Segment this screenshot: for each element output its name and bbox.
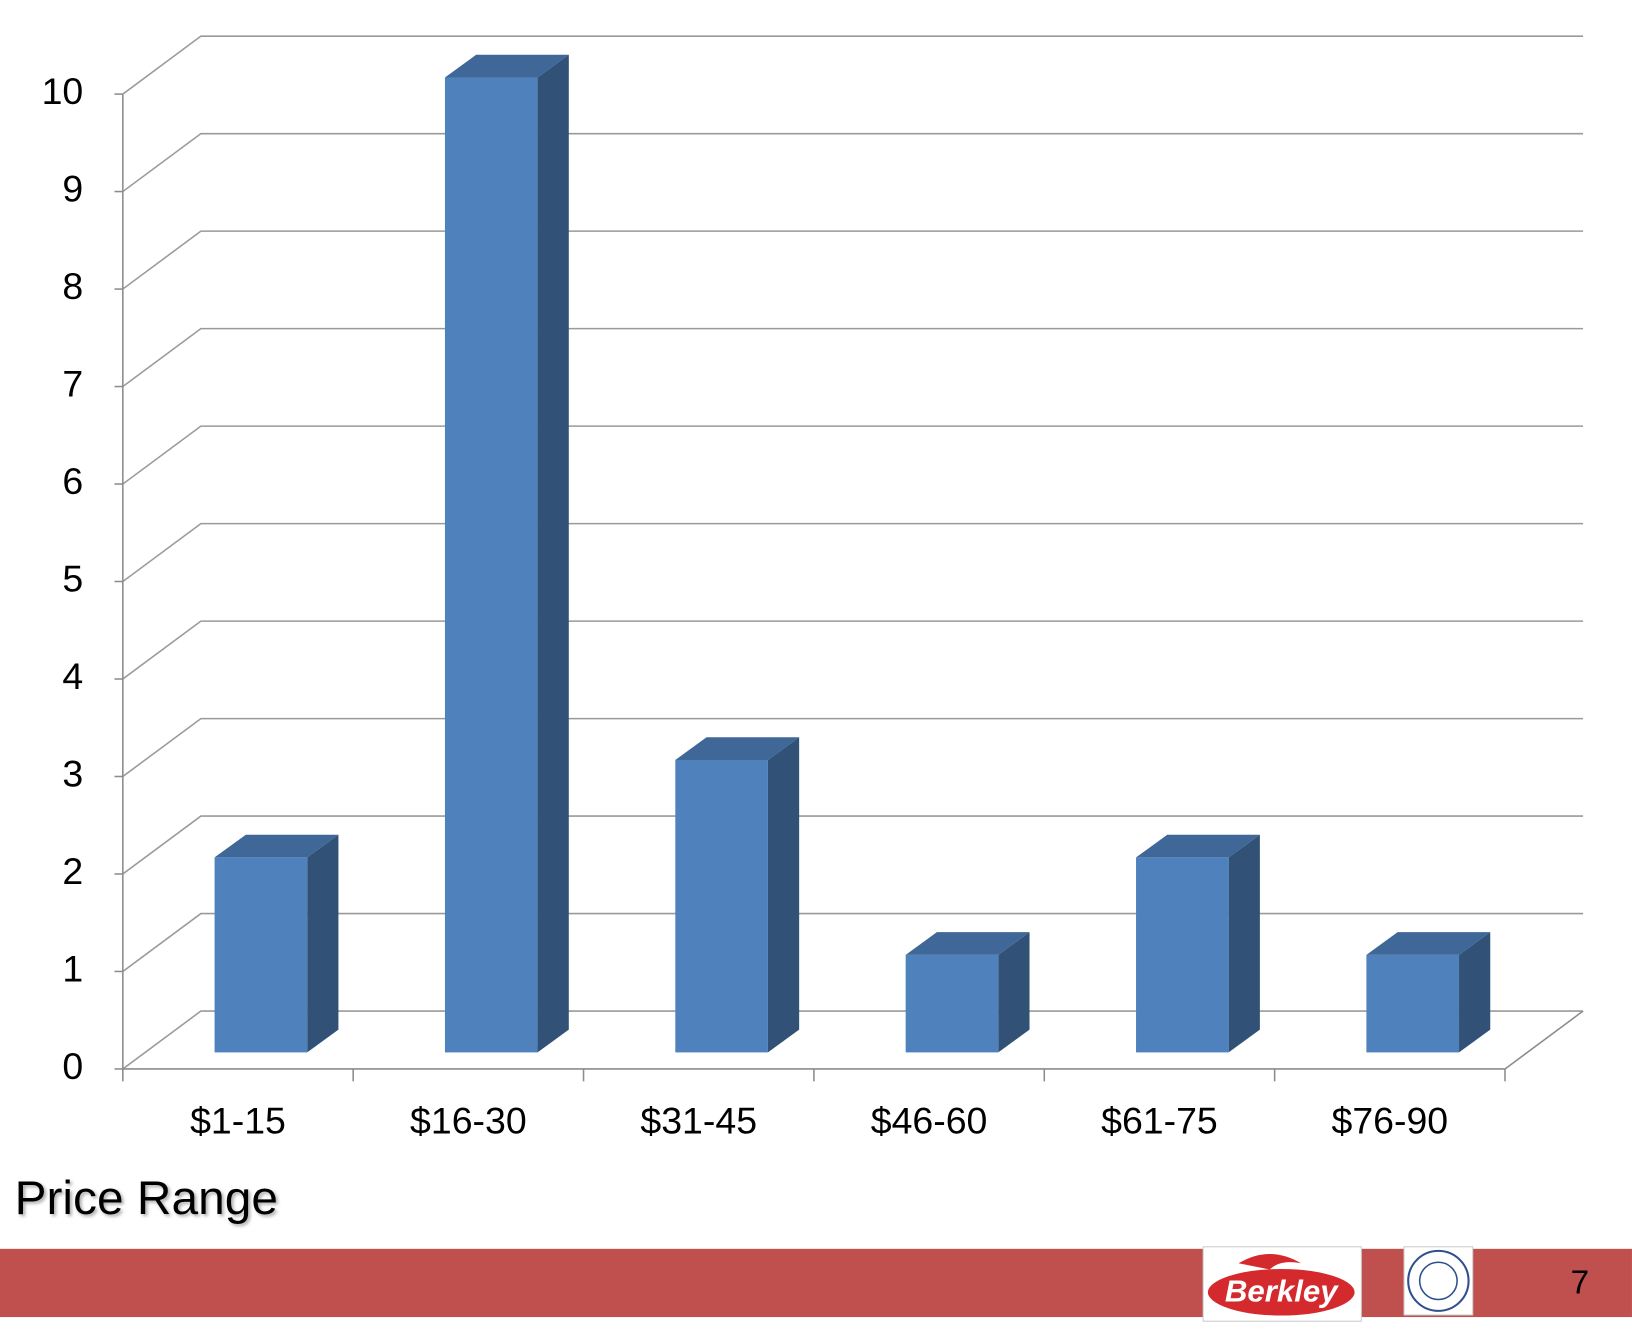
x-tick-label: $31-45 [640,1100,757,1142]
bar [905,954,999,1053]
floor [122,1010,1584,1070]
y-tick-label: 5 [62,557,83,599]
logo-oval [1204,1265,1358,1319]
bar [1366,954,1460,1053]
bar-side [537,54,569,1053]
bar [214,857,308,1053]
x-tick-label: $16-30 [410,1100,527,1142]
bar-side [767,737,800,1053]
logo-text: Berkley [1225,1274,1340,1309]
logo-fish [1238,1253,1301,1270]
grid-line [122,35,1584,95]
bar-top [1136,834,1260,858]
bar-side [307,834,339,1053]
x-tick-label: $76-90 [1332,1100,1449,1142]
grid-line [122,912,1584,973]
y-tick-label: 7 [62,362,83,404]
bar-top [675,737,800,760]
y-tick-label: 9 [62,168,83,210]
y-tick-label: 2 [62,850,83,892]
grid-line [122,717,1584,778]
bar [675,759,768,1053]
y-tick-label: 6 [62,460,83,502]
bar-top [214,834,339,858]
grid-line [122,620,1584,680]
grid-line [122,230,1584,290]
chart: Price Range Berkley 7 0 1 2 3 4 5 6 7 8 9 10 $1-15 $… [0,35,1632,1322]
footer-band [0,1248,1632,1318]
grid-line [122,425,1584,485]
grid-line [122,1010,1584,1070]
y-tick-label: 0 [62,1045,83,1087]
bar-side [1459,932,1491,1053]
bar [444,77,538,1053]
bar-side [998,932,1030,1053]
y-tick-label: 8 [62,265,83,307]
bar [1136,857,1229,1053]
y-tick-label: 3 [62,752,83,794]
grid-line [122,522,1584,583]
y-tick-label: 1 [62,947,83,989]
y-tick-label: 10 [42,70,84,112]
seal-inner [1418,1261,1458,1301]
grid-line [122,327,1584,388]
slide-title: Price Range [15,1172,278,1225]
bar-side [1228,834,1260,1053]
page-number: 7 [1571,1265,1590,1302]
seal-ring [1407,1249,1470,1312]
y-tick-label: 4 [62,655,83,697]
x-tick-label: $46-60 [871,1100,988,1142]
x-tick-label: $1-15 [190,1100,286,1142]
bar-top [1366,932,1491,955]
bar-top [905,932,1030,955]
x-tick-label: $61-75 [1101,1100,1218,1142]
grid-line [122,132,1584,193]
grid-line [122,815,1584,875]
bar-top [444,54,569,78]
seal-box [1403,1246,1474,1316]
